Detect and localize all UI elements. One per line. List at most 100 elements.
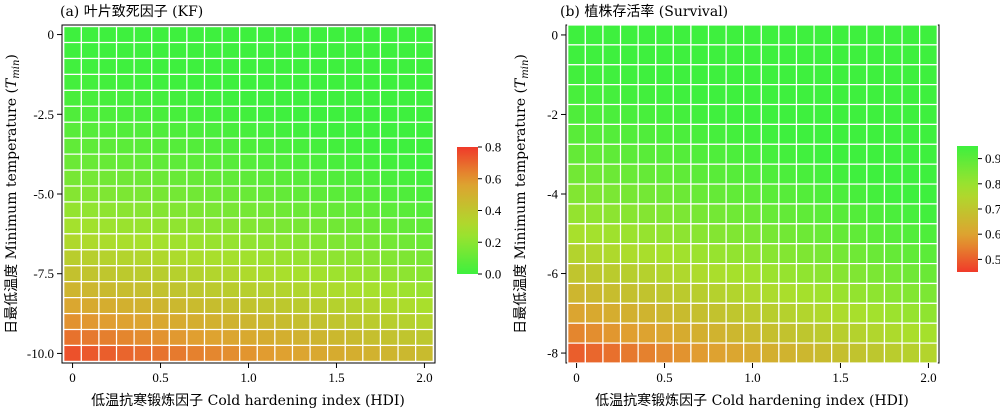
heatmap-cell — [362, 105, 382, 123]
heatmap-cell — [831, 123, 850, 145]
heatmap-cell — [186, 137, 206, 155]
heatmap-cell — [690, 203, 710, 225]
heatmap-cell — [362, 344, 382, 362]
heatmap-cell — [725, 84, 745, 106]
heatmap-cell — [379, 312, 399, 331]
heatmap-cell — [239, 153, 258, 171]
heatmap-cell — [115, 73, 135, 91]
heatmap-cell — [63, 281, 82, 299]
heatmap-cell — [655, 64, 674, 86]
heatmap-cell — [256, 185, 276, 203]
heatmap-cell — [362, 169, 382, 187]
heatmap-cell — [63, 137, 82, 155]
heatmap-cell — [274, 328, 294, 347]
heatmap-cell — [795, 64, 815, 86]
heatmap-cell — [379, 89, 399, 107]
y-tick-label: -2 — [547, 107, 558, 122]
heatmap-cell — [274, 297, 294, 315]
heatmap-cell — [655, 84, 674, 106]
heatmap-cell — [151, 265, 170, 283]
heatmap-cell — [256, 281, 276, 299]
heatmap-cell — [291, 312, 311, 331]
heatmap-cell — [848, 103, 868, 126]
heatmap-cell — [866, 64, 886, 86]
heatmap-cell — [778, 243, 798, 265]
heatmap-cell — [619, 123, 639, 145]
heatmap-cell — [221, 265, 241, 283]
heatmap-cell — [63, 169, 82, 187]
heatmap-cell — [221, 312, 241, 331]
heatmap-cell — [115, 312, 135, 331]
heatmap-cell — [813, 322, 833, 344]
heatmap-cell — [274, 312, 294, 331]
heatmap-cell — [63, 265, 82, 283]
x-tick-label: 1.0 — [240, 370, 256, 385]
heatmap-cell — [848, 163, 868, 185]
heatmap-cell — [672, 123, 692, 145]
heatmap-cell — [309, 137, 329, 155]
heatmap-cell — [584, 103, 604, 126]
heatmap-cell — [707, 282, 727, 304]
heatmap-cell — [901, 163, 921, 185]
heatmap-cell — [115, 121, 135, 139]
heatmap-cell — [602, 203, 622, 225]
heatmap-cell — [619, 342, 639, 364]
heatmap-cell — [221, 344, 241, 362]
heatmap-cell — [256, 121, 276, 139]
heatmap-cell — [901, 282, 921, 304]
heatmap-cell — [186, 249, 206, 267]
heatmap-cell — [274, 105, 294, 123]
heatmap-cell — [327, 233, 346, 251]
heatmap-cell — [795, 203, 815, 225]
heatmap-cell — [344, 153, 364, 171]
heatmap-cell — [883, 223, 903, 245]
heatmap-cell — [415, 89, 434, 107]
heatmap-cell — [98, 201, 118, 219]
heatmap-cell — [672, 24, 692, 46]
heatmap-cell — [743, 282, 762, 304]
heatmap-cell — [186, 89, 206, 107]
heatmap-cell — [619, 183, 639, 205]
heatmap-cell — [415, 265, 434, 283]
heatmap-cell — [274, 153, 294, 171]
heatmap-cell — [274, 265, 294, 283]
heatmap-cell — [256, 233, 276, 251]
heatmap-cell — [98, 73, 118, 91]
heatmap-cell — [778, 342, 798, 364]
heatmap-cell — [690, 24, 710, 46]
heatmap-cell — [362, 217, 382, 235]
heatmap-cell — [567, 243, 586, 265]
heatmap-cell — [725, 163, 745, 185]
heatmap-cell — [151, 185, 170, 203]
heatmap-cell — [379, 73, 399, 91]
heatmap-cell — [567, 24, 586, 46]
heatmap-cell — [655, 24, 674, 46]
heatmap-cell — [760, 24, 780, 46]
heatmap-cell — [866, 24, 886, 46]
heatmap-cell — [186, 169, 206, 187]
heatmap-cell — [256, 217, 276, 235]
heatmap-cell — [795, 282, 815, 304]
heatmap-cell — [256, 265, 276, 283]
heatmap-cell — [291, 281, 311, 299]
heatmap-cell — [309, 57, 329, 76]
heatmap-cell — [919, 302, 938, 324]
heatmap-cell — [760, 282, 780, 304]
heatmap-cell — [379, 201, 399, 219]
heatmap-cell — [168, 105, 188, 123]
heatmap-cell — [63, 249, 82, 267]
chart-a-y-ticks: 0 -2.5 -5.0 -7.5 -10.0 — [27, 27, 62, 361]
heatmap-cell — [602, 24, 622, 46]
heatmap-cell — [655, 44, 674, 66]
heatmap-cell — [707, 342, 727, 364]
heatmap-cell — [690, 103, 710, 126]
heatmap-cell — [795, 183, 815, 205]
colorbar-tick-label: 0.6 — [985, 227, 1000, 242]
heatmap-cell — [619, 84, 639, 106]
heatmap-cell — [655, 342, 674, 364]
heatmap-cell — [813, 282, 833, 304]
heatmap-cell — [725, 322, 745, 344]
heatmap-cell — [115, 41, 135, 60]
heatmap-cell — [291, 344, 311, 362]
heatmap-cell — [795, 84, 815, 106]
